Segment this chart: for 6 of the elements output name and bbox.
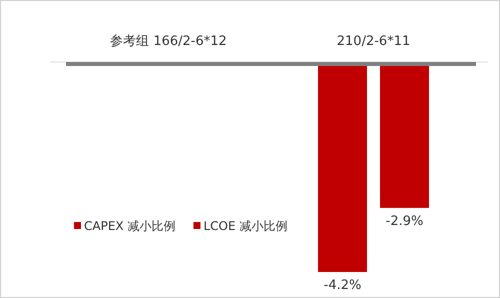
legend-label: LCOE 减小比例: [203, 219, 288, 233]
data-label: -2.9%: [386, 214, 424, 229]
data-label: -4.2%: [324, 278, 362, 293]
legend-label: CAPEX 减小比例: [84, 219, 176, 233]
x-tick-label: 210/2-6*11: [336, 34, 410, 49]
x-tick-label: 参考组 166/2-6*12: [110, 34, 227, 49]
